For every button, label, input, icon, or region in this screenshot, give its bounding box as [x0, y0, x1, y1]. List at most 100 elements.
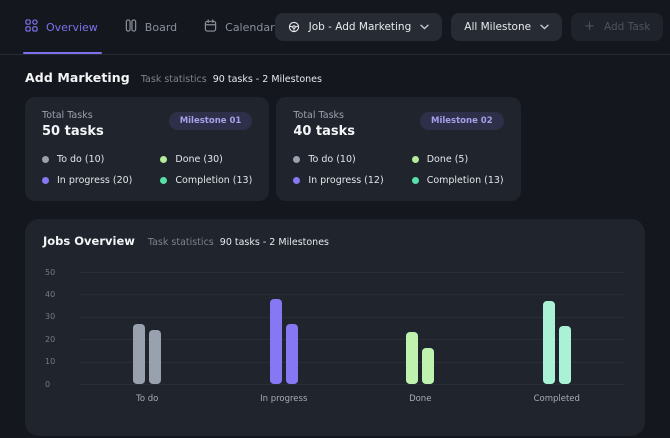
legend-dot: [42, 177, 49, 184]
jobs-overview-panel: Jobs Overview Task statistics 90 tasks -…: [25, 219, 645, 436]
x-axis-label: To do: [136, 394, 158, 404]
legend-label: In progress (12): [308, 175, 383, 186]
plus-icon: +: [584, 22, 595, 32]
card-count: 50 tasks: [42, 124, 104, 139]
card-label: Total Tasks: [42, 110, 104, 121]
job-selector-label: Job - Add Marketing: [309, 21, 412, 33]
milestone-filter-label: All Milestone: [464, 21, 531, 33]
y-axis-tick: 40: [45, 290, 71, 299]
job-wheel-icon: [288, 21, 300, 33]
header-controls: Job - Add Marketing All Milestone + Add …: [275, 0, 664, 54]
legend-label: In progress (20): [57, 175, 132, 186]
milestone-badge: Milestone 02: [420, 112, 504, 130]
bar-chart: 0 10 20 30 40 50 To do In progress Done Completed: [43, 268, 627, 418]
legend-item: Done (30): [160, 154, 252, 165]
board-columns-icon: [125, 19, 137, 35]
y-axis-tick: 30: [45, 312, 71, 321]
legend-dot: [160, 156, 167, 163]
view-tabs: Overview Board Calendar: [25, 0, 275, 54]
tab-label: Overview: [46, 21, 98, 34]
tab-label: Board: [145, 21, 177, 34]
legend-item: To do (10): [42, 154, 132, 165]
milestone-card-02: Total Tasks 40 tasks Milestone 02 To do …: [276, 97, 520, 201]
milestone-filter-dropdown[interactable]: All Milestone: [451, 13, 562, 41]
card-totals: Total Tasks 50 tasks: [42, 110, 104, 139]
bar-pair: [270, 272, 298, 384]
card-header: Total Tasks 50 tasks Milestone 01: [42, 110, 252, 139]
x-axis-label: Completed: [534, 394, 580, 404]
legend-item: Completion (13): [412, 175, 504, 186]
job-selector-dropdown[interactable]: Job - Add Marketing: [275, 13, 443, 41]
bar-pair: [406, 272, 434, 384]
card-legend: To do (10) Done (30) In progress (20) Co…: [42, 154, 252, 186]
chevron-down-icon: [540, 24, 549, 30]
top-navigation: Overview Board Calendar: [0, 0, 670, 55]
legend-dot: [42, 156, 49, 163]
chart-bar: [422, 348, 434, 384]
legend-dot: [293, 177, 300, 184]
chart-bar: [406, 332, 418, 384]
subtitle-label: Task statistics: [141, 74, 207, 85]
subtitle-value: 90 tasks - 2 Milestones: [220, 237, 329, 248]
legend-item: To do (10): [293, 154, 383, 165]
tab-label: Calendar: [225, 21, 274, 34]
page-title: Add Marketing: [25, 70, 130, 85]
card-header: Total Tasks 40 tasks Milestone 02: [293, 110, 503, 139]
legend-label: Completion (13): [175, 175, 252, 186]
y-axis-tick: 0: [45, 380, 71, 389]
category-group: To do: [79, 272, 216, 404]
tab-calendar[interactable]: Calendar: [204, 0, 274, 54]
chart-bar: [559, 326, 571, 384]
subtitle-label: Task statistics: [148, 237, 214, 248]
legend-dot: [412, 156, 419, 163]
plot-area: 01020304050To doIn progressDoneCompleted: [79, 272, 625, 384]
category-group: Done: [352, 272, 489, 404]
legend-label: Done (5): [427, 154, 468, 165]
section-subtitle: Task statistics 90 tasks - 2 Milestones: [141, 74, 322, 85]
chart-bar: [149, 330, 161, 384]
card-count: 40 tasks: [293, 124, 355, 139]
y-axis-tick: 10: [45, 357, 71, 366]
card-legend: To do (10) Done (5) In progress (12) Com…: [293, 154, 503, 186]
category-group: In progress: [216, 272, 353, 404]
legend-label: To do (10): [57, 154, 104, 165]
section-header: Add Marketing Task statistics 90 tasks -…: [25, 70, 645, 85]
legend-dot: [412, 177, 419, 184]
chart-title: Jobs Overview: [43, 234, 135, 248]
y-axis-tick: 20: [45, 335, 71, 344]
bar-pair: [133, 272, 161, 384]
chart-header: Jobs Overview Task statistics 90 tasks -…: [43, 234, 627, 248]
tab-board[interactable]: Board: [125, 0, 177, 54]
legend-label: To do (10): [308, 154, 355, 165]
calendar-icon: [204, 19, 217, 35]
tab-overview[interactable]: Overview: [25, 0, 98, 54]
legend-label: Completion (13): [427, 175, 504, 186]
card-label: Total Tasks: [293, 110, 355, 121]
chevron-down-icon: [420, 24, 429, 30]
x-axis-label: In progress: [260, 394, 307, 404]
legend-item: Done (5): [412, 154, 504, 165]
chart-bar: [286, 324, 298, 384]
chart-subtitle: Task statistics 90 tasks - 2 Milestones: [148, 237, 329, 248]
bar-pair: [543, 272, 571, 384]
legend-label: Done (30): [175, 154, 223, 165]
legend-dot: [293, 156, 300, 163]
chart-bar: [543, 301, 555, 384]
chart-bar: [270, 299, 282, 384]
subtitle-value: 90 tasks - 2 Milestones: [213, 74, 322, 85]
add-task-button[interactable]: + Add Task: [571, 13, 663, 41]
legend-dot: [160, 177, 167, 184]
legend-item: In progress (20): [42, 175, 132, 186]
y-axis-tick: 50: [45, 268, 71, 277]
legend-item: In progress (12): [293, 175, 383, 186]
bar-groups: To do In progress Done Completed: [79, 272, 625, 404]
x-axis-label: Done: [409, 394, 431, 404]
milestone-card-01: Total Tasks 50 tasks Milestone 01 To do …: [25, 97, 269, 201]
overview-grid-icon: [25, 19, 38, 35]
category-group: Completed: [489, 272, 626, 404]
legend-item: Completion (13): [160, 175, 252, 186]
milestone-badge: Milestone 01: [169, 112, 253, 130]
card-totals: Total Tasks 40 tasks: [293, 110, 355, 139]
add-task-label: Add Task: [604, 21, 650, 33]
milestone-cards: Total Tasks 50 tasks Milestone 01 To do …: [25, 97, 645, 201]
